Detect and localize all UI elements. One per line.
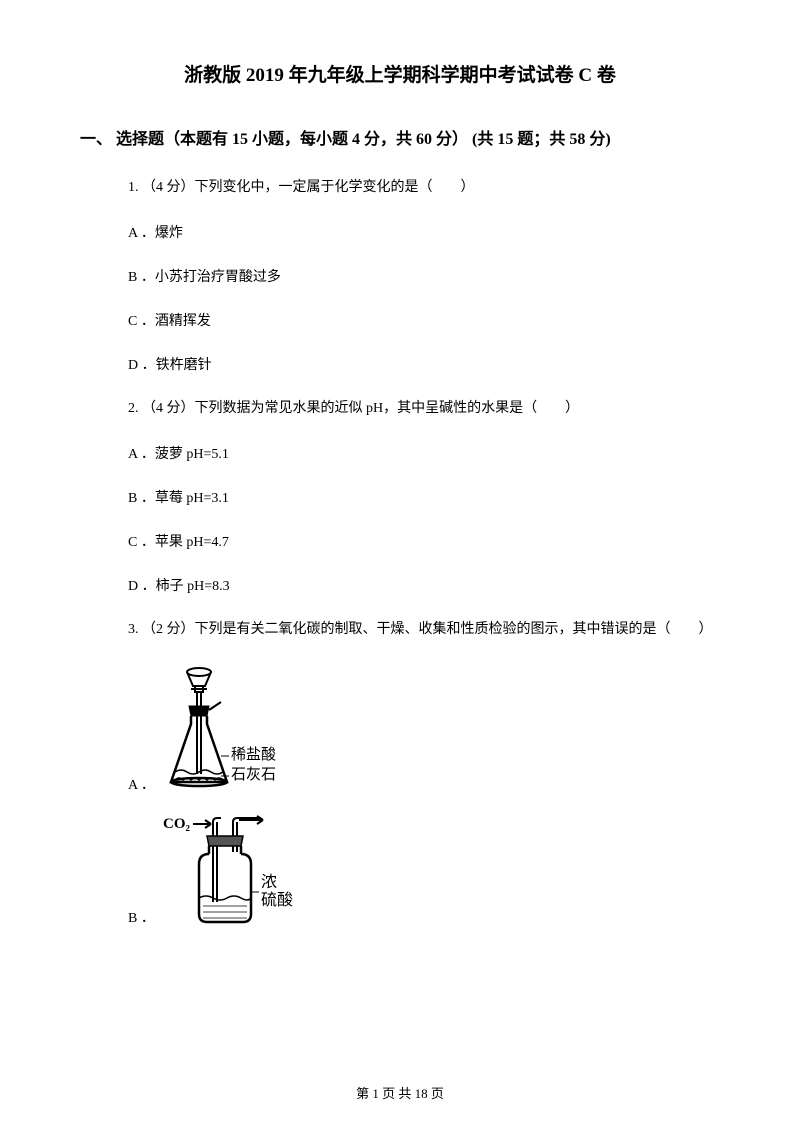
q2-option-a: A ．菠萝 pH=5.1 bbox=[128, 443, 720, 463]
q2-option-b: B ．草莓 pH=3.1 bbox=[128, 487, 720, 507]
q2-option-c: C ．苹果 pH=4.7 bbox=[128, 531, 720, 551]
q1-option-b: B ．小苏打治疗胃酸过多 bbox=[128, 266, 720, 286]
svg-text:浓: 浓 bbox=[261, 873, 277, 891]
page-footer: 第 1 页 共 18 页 bbox=[0, 1083, 800, 1102]
q3-b-letter: B ． bbox=[128, 907, 155, 927]
section-header: 一、 选择题（本题有 15 小题，每小题 4 分，共 60 分） (共 15 题… bbox=[80, 125, 720, 149]
q2-option-d: D ．柿子 pH=8.3 bbox=[128, 575, 720, 595]
q3-stem: 3. （2 分）下列是有关二氧化碳的制取、干燥、收集和性质检验的图示，其中错误的… bbox=[128, 619, 720, 640]
q1-stem: 1. （4 分）下列变化中，一定属于化学变化的是（ ） bbox=[128, 177, 720, 198]
exam-title: 浙教版 2019 年九年级上学期科学期中考试试卷 C 卷 bbox=[80, 60, 720, 87]
svg-text:CO₂: CO₂ bbox=[163, 816, 191, 832]
q3-option-b: B ． CO₂ bbox=[128, 812, 720, 927]
q1-option-d: D ．铁杵磨针 bbox=[128, 354, 720, 374]
q3-a-letter: A ． bbox=[128, 774, 155, 794]
flask-diagram-icon: 稀盐酸 石灰石 bbox=[161, 664, 301, 794]
gas-bottle-diagram-icon: CO₂ 浓 bbox=[161, 812, 321, 927]
svg-text:石灰石: 石灰石 bbox=[231, 766, 276, 783]
q2-stem: 2. （4 分）下列数据为常见水果的近似 pH，其中呈碱性的水果是（ ） bbox=[128, 398, 720, 419]
svg-text:硫酸: 硫酸 bbox=[261, 891, 293, 909]
svg-text:稀盐酸: 稀盐酸 bbox=[231, 746, 276, 763]
q1-option-c: C ．酒精挥发 bbox=[128, 310, 720, 330]
q3-option-a: A ． 稀盐酸 石灰石 bbox=[128, 664, 720, 794]
q1-option-a: A ．爆炸 bbox=[128, 222, 720, 242]
